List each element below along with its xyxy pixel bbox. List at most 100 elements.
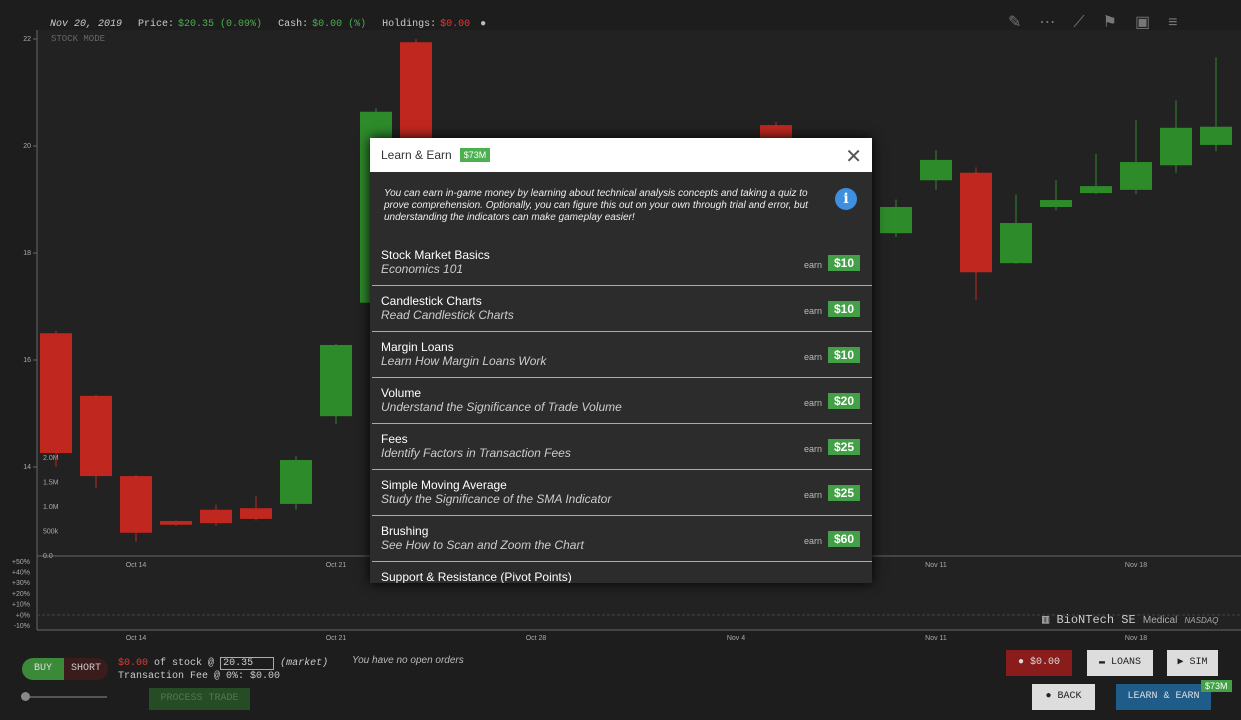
date: Nov 20, 2019 <box>50 19 123 30</box>
candle-body <box>1080 186 1112 194</box>
intro: You can earn in-game money by learning a… <box>384 188 808 223</box>
buy-button[interactable]: BUY <box>22 658 64 680</box>
lesson-title: Brushing <box>381 524 429 538</box>
learn-badge: $73M <box>1201 680 1232 692</box>
change-tick-label: -10% <box>14 623 30 630</box>
candle-body <box>1000 223 1032 264</box>
loans-button[interactable]: ▬ LOANS <box>1087 650 1153 676</box>
earn-label: earn <box>803 536 822 546</box>
lesson[interactable]: Stock Market Basics Economics 101 earn $10 <box>372 240 872 286</box>
mode: STOCK MODE <box>51 34 106 44</box>
cash-label: Cash: <box>278 19 309 30</box>
modal-header: Learn & Earn $73M <box>370 138 872 172</box>
reward: $25 <box>827 485 860 501</box>
lesson-subtitle: Learn How Margin Loans Work <box>381 354 547 368</box>
change-tick-label: +40% <box>12 570 30 577</box>
reward: $10 <box>827 301 860 317</box>
candle-body <box>280 460 312 504</box>
x-tick-label: Nov 11 <box>925 562 947 569</box>
candle-body <box>80 395 112 477</box>
lesson-title: Stock Market Basics <box>381 248 490 262</box>
change-tick-label: +30% <box>12 580 30 587</box>
money: $0.00 <box>1030 657 1061 668</box>
learn-button[interactable]: LEARN & EARN <box>1116 684 1211 710</box>
lesson-title: Candlestick Charts <box>381 294 482 308</box>
lesson-subtitle: Understand the Significance of Trade Vol… <box>381 400 622 414</box>
price: $20.35 (0.09%) <box>178 19 263 30</box>
fee: Transaction Fee @ 0%: $0.00 <box>118 671 281 682</box>
candle-body <box>960 172 992 273</box>
money-button[interactable]: ● $0.00 <box>1006 650 1072 676</box>
info-icon[interactable]: ● <box>480 19 487 30</box>
stock-name: BioNTech SE <box>1056 613 1136 627</box>
stock-info: ▥ BioNTech SE Medical NASDAQ <box>1042 613 1219 627</box>
earn-label: earn <box>803 490 822 500</box>
reward: $25 <box>827 439 860 455</box>
candle-body <box>320 345 352 417</box>
lesson[interactable]: Candlestick Charts Read Candlestick Chart… <box>372 286 872 332</box>
lesson[interactable]: Simple Moving Average Study the Significa… <box>372 470 872 516</box>
holdings-label: Holdings: <box>382 19 437 30</box>
change-tick-label: +20% <box>12 591 30 598</box>
y-tick-label: 16 <box>23 357 31 364</box>
lesson[interactable]: Volume Understand the Significance of Tra… <box>372 378 872 424</box>
cash: $0.00 (%) <box>312 19 367 30</box>
short-button[interactable]: SHORT <box>64 658 108 680</box>
sim-button[interactable]: ▶ SIM <box>1167 650 1218 676</box>
price-input[interactable]: 20.35 <box>220 657 275 670</box>
reward: $10 <box>827 255 860 271</box>
header: Nov 20, 2019 Price: $20.35 (0.09%) Cash: $… <box>50 19 490 30</box>
back: BACK <box>1057 691 1082 702</box>
earn-label: earn <box>803 352 822 362</box>
slider-knob[interactable] <box>21 692 30 701</box>
market: (market) <box>280 658 329 669</box>
earn-label: earn <box>803 306 822 316</box>
modal-title: Learn & Earn <box>381 148 452 162</box>
lesson-title: Margin Loans <box>381 340 454 354</box>
candle-body <box>160 521 192 525</box>
lesson-title: Simple Moving Average <box>381 478 507 492</box>
y-tick-label: 22 <box>23 36 31 43</box>
info-icon: i <box>835 188 857 210</box>
x-tick-label: Nov 18 <box>1125 635 1147 642</box>
change-tick-label: +50% <box>12 559 30 566</box>
y-tick-label: 20 <box>23 143 31 150</box>
x-tick-label: Oct 14 <box>126 635 147 642</box>
lesson-title: Volume <box>381 386 422 400</box>
earn-label: earn <box>803 444 822 454</box>
lesson-subtitle: Read Candlestick Charts <box>381 308 514 322</box>
volume-tick-label: 0.0 <box>43 553 53 560</box>
process-trade[interactable]: PROCESS TRADE <box>149 688 250 710</box>
lesson-list: Stock Market Basics Economics 101 earn $10 C… <box>370 240 872 583</box>
lesson-subtitle: Economics 101 <box>381 262 464 276</box>
volume-tick-label: 1.0M <box>43 504 59 511</box>
lesson[interactable]: Margin Loans Learn How Margin Loans Work e… <box>372 332 872 378</box>
lesson[interactable]: Support & Resistance (Pivot Points) <box>372 562 872 583</box>
candle-body <box>920 159 952 181</box>
x-tick-label: Nov 18 <box>1125 562 1147 569</box>
candle-body <box>200 509 232 524</box>
lesson[interactable]: Fees Identify Factors in Transaction Fees… <box>372 424 872 470</box>
earn-label: earn <box>803 260 822 270</box>
slider[interactable] <box>22 696 107 698</box>
holdings: $0.00 <box>440 19 471 30</box>
lesson[interactable]: Brushing See How to Scan and Zoom the Cha… <box>372 516 872 562</box>
modal-badge: $73M <box>459 148 491 162</box>
back-button[interactable]: ● BACK <box>1032 684 1095 710</box>
candle-body <box>880 206 912 234</box>
x-tick-label: Oct 14 <box>126 562 147 569</box>
volume-tick-label: 2.0M <box>43 455 59 462</box>
close-button[interactable]: ✕ <box>845 146 862 168</box>
learn-earn-modal: Learn & Earn $73M ✕ i You can earn in-gam… <box>370 138 872 583</box>
toolbar[interactable]: ✎⋯⟋⚑▣≡ <box>1008 14 1196 31</box>
exchange: NASDAQ <box>1184 616 1219 625</box>
open-orders: You have no open orders <box>352 655 464 666</box>
x-tick-label: Nov 4 <box>727 635 745 642</box>
candle-body <box>1200 126 1232 145</box>
candle-body <box>120 476 152 533</box>
lesson-title: Fees <box>381 432 408 446</box>
amount: $0.00 <box>118 658 149 669</box>
candle-body <box>240 508 272 519</box>
change-tick-label: +0% <box>16 612 30 619</box>
